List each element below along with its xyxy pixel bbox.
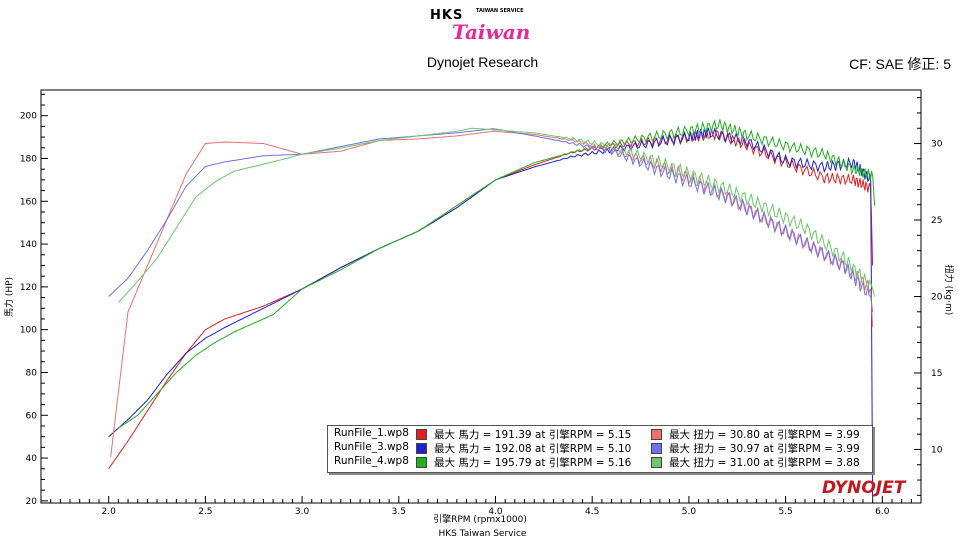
correction-factor: CF: SAE 修正: 5 [849,56,951,72]
y-right-tick-label: 25 [931,216,942,226]
legend-tq-swatch [651,443,662,454]
x-tick-label: 2.0 [102,507,117,517]
legend-hp-text: 最大 馬力 = 191.39 at 引擎RPM = 5.15 [434,429,632,441]
x-tick-label: 3.5 [392,507,406,517]
y-left-tick-label: 120 [20,283,37,293]
y-left-tick-label: 160 [20,197,37,207]
x-tick-label: 5.5 [778,507,792,517]
y-right-tick-label: 30 [931,140,943,150]
y-axis-left-label: 馬力 (HP) [3,277,15,317]
logo-hks-text: HKS [430,8,464,23]
x-axis-label: 引擎RPM (rpmx1000) [433,513,527,525]
legend-hp-text: 最大 馬力 = 192.08 at 引擎RPM = 5.10 [434,443,632,455]
y-right-tick-label: 20 [931,293,943,303]
series-line [108,126,874,501]
x-tick-label: 3.0 [295,507,310,517]
logo-sub-text: TAIWAN SERVICE [476,8,524,14]
legend-run-name: RunFile_3.wp8 [334,441,409,453]
legend-hp-swatch [416,457,427,468]
legend-tq-swatch [651,429,662,440]
dynojet-brand-logo: DYNOJET [822,478,905,498]
series-line [118,119,876,429]
x-tick-label: 4.0 [488,507,503,517]
y-left-tick-label: 60 [26,411,38,421]
y-axis-right-label: 扭力 (kg·m) [943,265,955,315]
series-lines [108,119,876,501]
legend-hp-text: 最大 馬力 = 195.79 at 引擎RPM = 5.16 [434,457,632,469]
y-left-tick-label: 140 [20,240,37,250]
footer-text: HKS Taiwan Service [438,529,527,539]
y-axis-left: 20 40 60 80 100 120 140 160 180 200 [20,93,48,507]
logo-script-text: Taiwan [452,20,531,44]
y-left-tick-label: 200 [20,112,37,122]
x-tick-label: 5.0 [682,507,697,517]
legend-tq-swatch [651,457,662,468]
series-line [110,130,874,458]
y-left-tick-label: 100 [20,326,37,336]
y-left-tick-label: 40 [26,454,38,464]
brand-text: DYNOJET [822,478,906,498]
legend-tq-text: 最大 扭力 = 31.00 at 引擎RPM = 3.88 [669,457,860,469]
legend-run-name: RunFile_4.wp8 [334,455,409,467]
y-left-tick-label: 180 [20,154,37,164]
x-axis: 2.0 2.5 3.0 3.5 4.0 4.5 5.0 5.5 6.0 [50,496,922,517]
legend-hp-swatch [416,443,427,454]
hks-logo: HKS TAIWAN SERVICE Taiwan [430,6,534,50]
legend-tq-text: 最大 扭力 = 30.80 at 引擎RPM = 3.99 [669,429,860,441]
legend-hp-swatch [416,429,427,440]
series-line [118,127,876,303]
page-title: Dynojet Research [426,54,539,70]
y-axis-right: 10 15 20 25 30 [914,97,943,496]
y-left-tick-label: 20 [26,497,38,507]
legend-tq-text: 最大 扭力 = 30.97 at 引擎RPM = 3.99 [669,443,860,455]
legend-run-name: RunFile_1.wp8 [334,427,409,439]
y-right-tick-label: 15 [931,369,942,379]
y-left-tick-label: 80 [26,368,38,378]
series-line [108,128,874,312]
chart-legend: RunFile_1.wp8 最大 馬力 = 191.39 at 引擎RPM = … [327,425,873,473]
x-tick-label: 2.5 [198,507,212,517]
x-tick-label: 6.0 [875,507,890,517]
x-tick-label: 4.5 [585,507,599,517]
y-right-tick-label: 10 [931,445,943,455]
